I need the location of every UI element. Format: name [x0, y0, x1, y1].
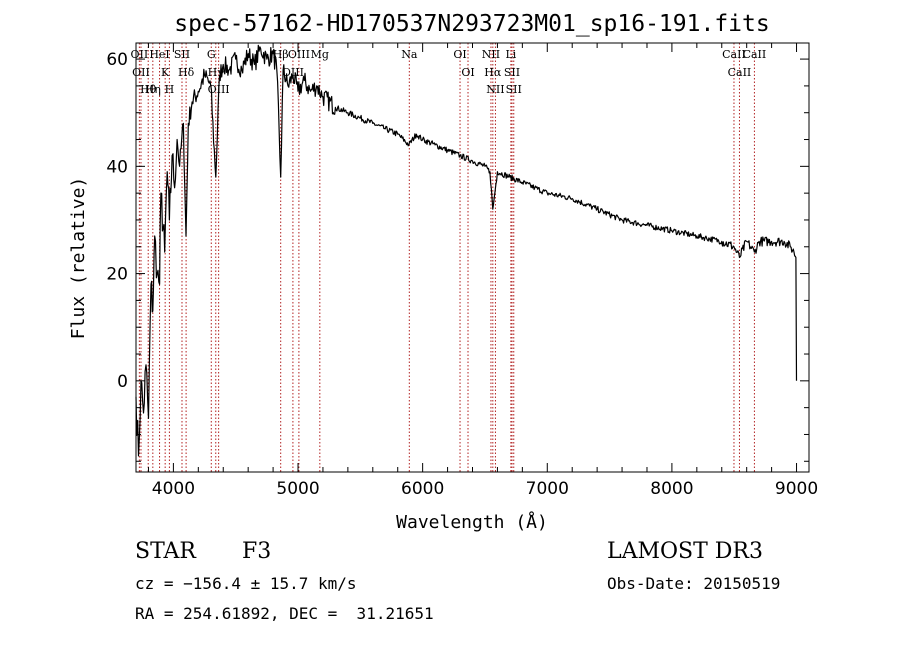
line-marker-label-3: Hη	[145, 83, 161, 96]
x-tick-label-4: 8000	[650, 479, 693, 499]
line-marker-label-2: OII	[132, 66, 150, 79]
line-markers	[138, 43, 755, 472]
x-tick-label-0: 4000	[152, 479, 195, 499]
line-marker-label-8: Hδ	[178, 66, 195, 79]
line-marker-label-13: OIII	[282, 66, 304, 79]
object-class: STAR	[135, 539, 196, 564]
y-tick-label-2: 40	[106, 157, 128, 177]
line-marker-label-24: SII	[506, 83, 522, 96]
y-tick-label-0: 0	[117, 372, 128, 392]
observation-date: Obs-Date: 20150519	[607, 574, 781, 593]
line-marker-label-18: OI	[461, 66, 474, 79]
line-marker-label-23: Li	[505, 48, 516, 61]
line-marker-label-25: CaII	[728, 66, 752, 79]
object-subclass: F3	[242, 539, 272, 564]
spectrum-line	[135, 44, 798, 457]
line-marker-label-4: HeI	[149, 48, 169, 61]
chart-title: spec-57162-HD170537N293723M01_sp16-191.f…	[174, 11, 769, 37]
line-marker-label-19: Hα	[484, 66, 502, 79]
line-marker-label-15: Mg	[311, 48, 329, 61]
y-axis-ticks: 0 20 40 60	[106, 50, 809, 462]
x-axis-label: Wavelength (Å)	[396, 511, 548, 533]
x-tick-label-3: 7000	[526, 479, 569, 499]
line-marker-label-16: Na	[401, 48, 418, 61]
line-marker-label-17: OI	[453, 48, 466, 61]
line-marker-label-14: OIII	[288, 48, 310, 61]
y-axis-label: Flux (relative)	[68, 177, 89, 340]
redshift-cz: cz = −156.4 ± 15.7 km/s	[135, 574, 357, 593]
line-marker-label-22: SII	[504, 66, 520, 79]
x-tick-label-5: 9000	[775, 479, 818, 499]
line-marker-label-7: SII	[174, 48, 190, 61]
line-marker-label-1: OII	[131, 48, 149, 61]
line-marker-label-26: CaII	[722, 48, 746, 61]
line-marker-label-11: G	[207, 48, 216, 61]
coordinates: RA = 254.61892, DEC = 31.21651	[135, 604, 434, 623]
line-marker-label-21: NII	[486, 83, 504, 96]
x-tick-label-1: 5000	[276, 479, 319, 499]
line-marker-label-5: K	[161, 66, 170, 79]
x-axis-ticks: 4000 5000 6000 7000 8000 9000	[147, 43, 818, 499]
line-marker-label-27: CaII	[743, 48, 767, 61]
x-tick-label-2: 6000	[401, 479, 444, 499]
y-tick-label-1: 20	[106, 265, 128, 285]
y-tick-label-3: 60	[106, 50, 128, 70]
line-marker-label-20: NII	[482, 48, 500, 61]
line-marker-label-0: Hθ	[140, 83, 157, 96]
line-marker-label-12: Hβ	[273, 48, 289, 61]
survey-name: LAMOST DR3	[607, 539, 763, 564]
plot-frame	[135, 42, 810, 473]
line-marker-label-6: H	[165, 83, 175, 96]
